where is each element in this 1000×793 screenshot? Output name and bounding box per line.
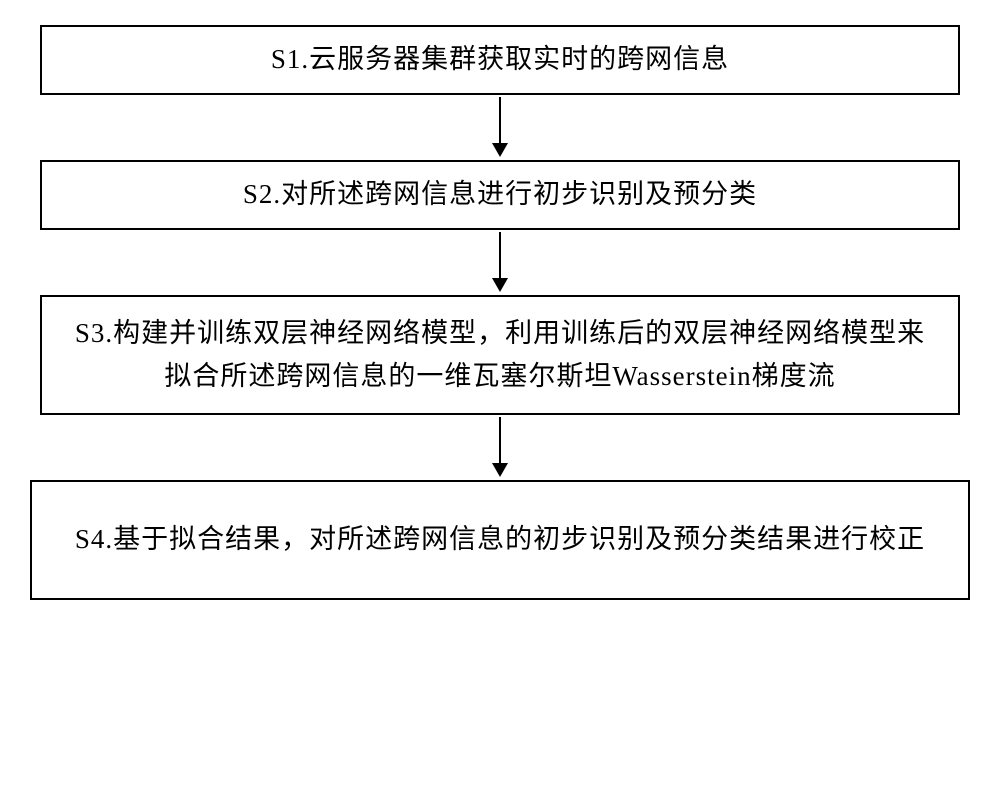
- step-s1-label: S1.云服务器集群获取实时的跨网信息: [271, 38, 729, 81]
- arrow-down-icon: [488, 415, 512, 480]
- arrow-s3-to-s4: [488, 415, 512, 480]
- arrow-s1-to-s2: [488, 95, 512, 160]
- arrow-down-icon: [488, 230, 512, 295]
- arrow-s2-to-s3: [488, 230, 512, 295]
- flowchart-step-s4: S4.基于拟合结果，对所述跨网信息的初步识别及预分类结果进行校正: [30, 480, 970, 600]
- step-s2-label: S2.对所述跨网信息进行初步识别及预分类: [243, 173, 757, 216]
- step-s3-label: S3.构建并训练双层神经网络模型，利用训练后的双层神经网络模型来拟合所述跨网信息…: [62, 312, 938, 398]
- step-s4-label: S4.基于拟合结果，对所述跨网信息的初步识别及预分类结果进行校正: [75, 518, 925, 561]
- arrow-down-icon: [488, 95, 512, 160]
- flowchart-step-s2: S2.对所述跨网信息进行初步识别及预分类: [40, 160, 960, 230]
- flowchart-step-s3: S3.构建并训练双层神经网络模型，利用训练后的双层神经网络模型来拟合所述跨网信息…: [40, 295, 960, 415]
- flowchart-step-s1: S1.云服务器集群获取实时的跨网信息: [40, 25, 960, 95]
